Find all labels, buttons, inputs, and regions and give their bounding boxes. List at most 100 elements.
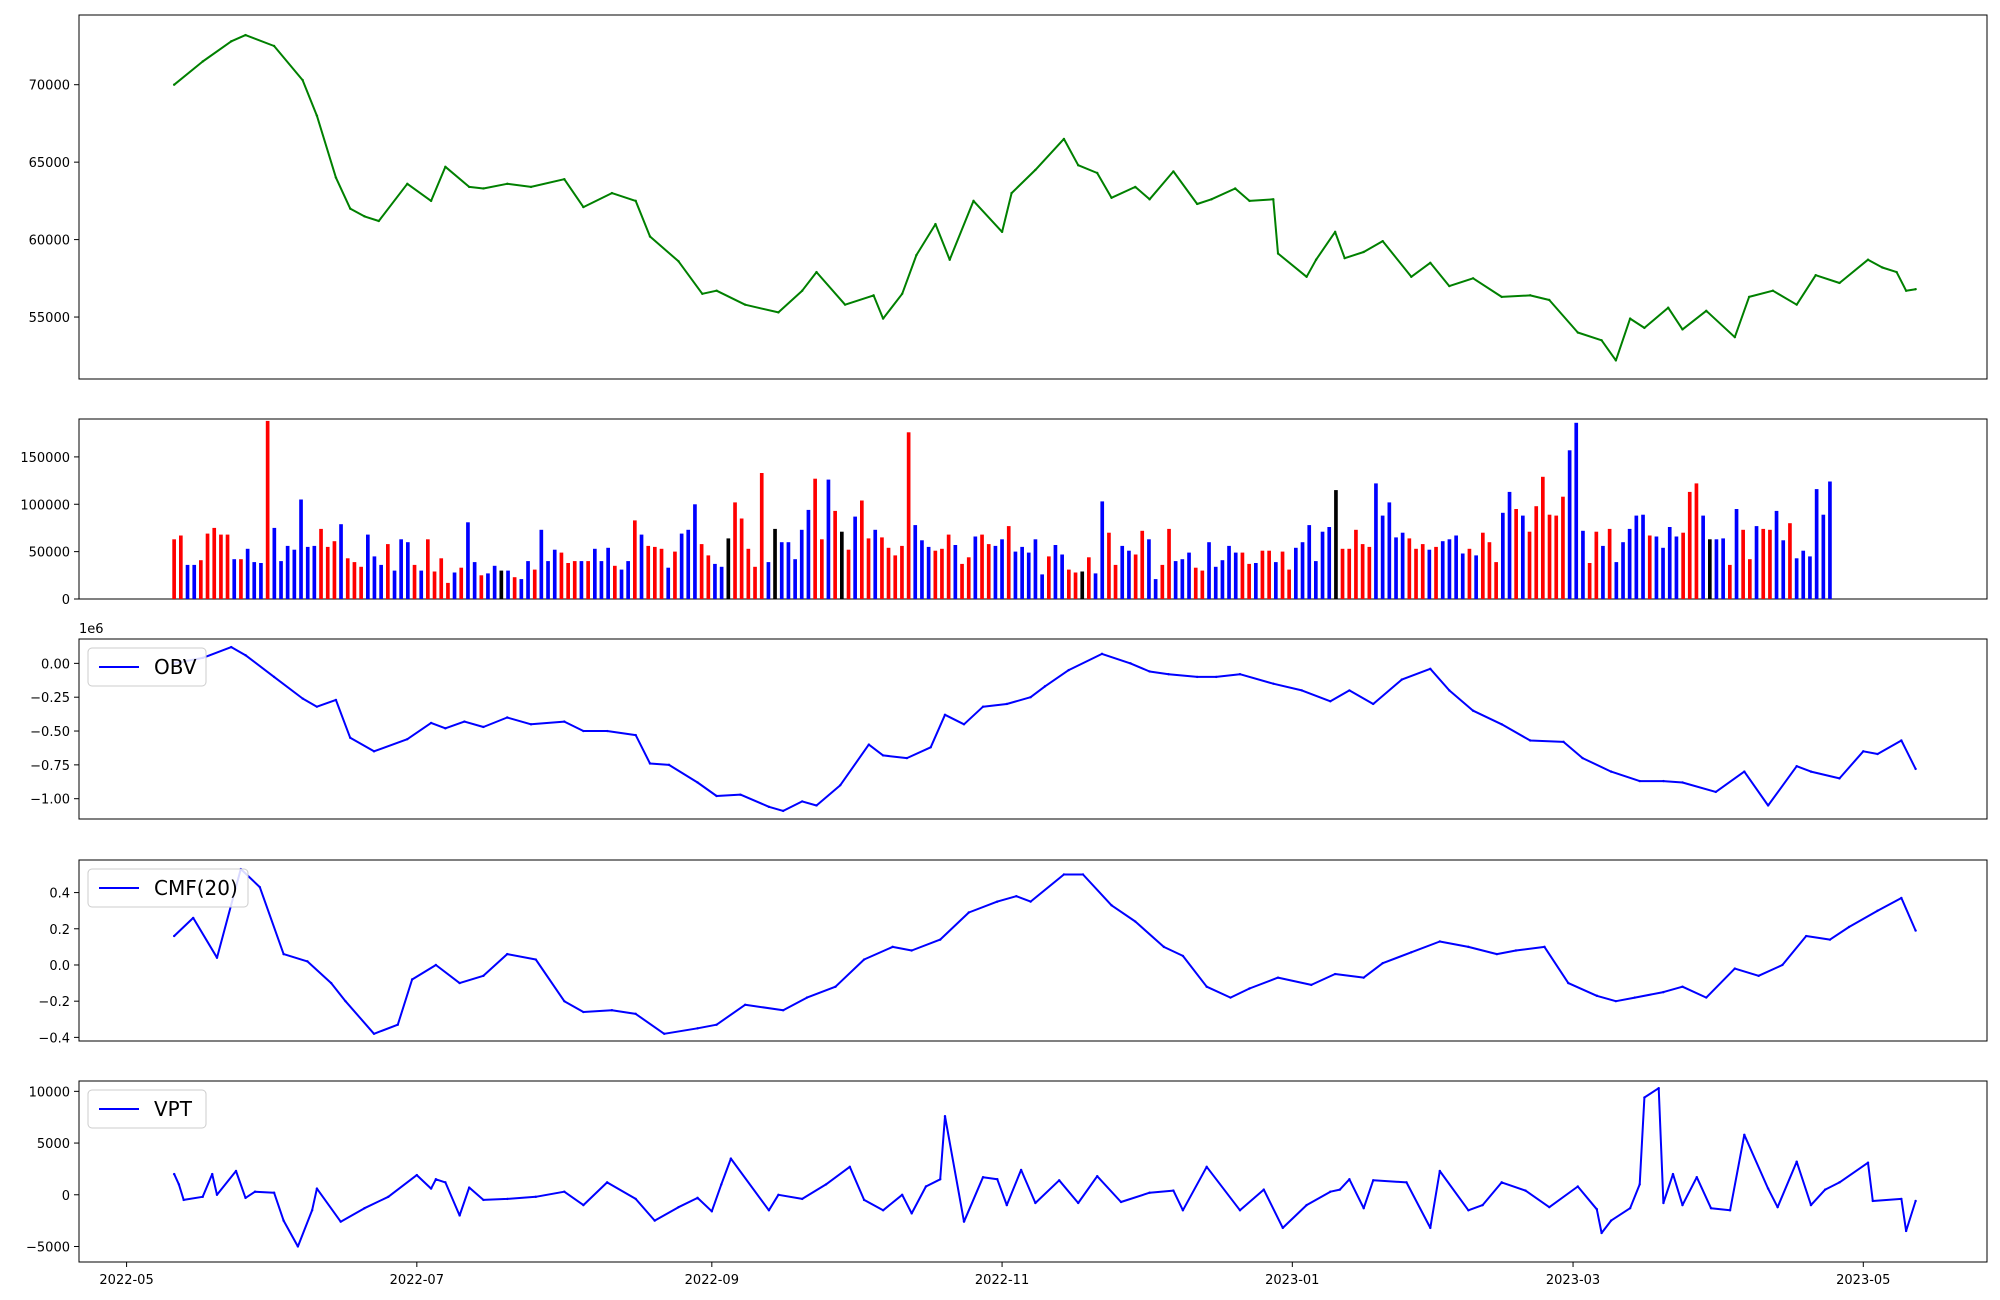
- volume-bar: [1781, 540, 1786, 599]
- data-point-obv: [1681, 781, 1684, 784]
- volume-bar: [1274, 562, 1278, 599]
- volume-bar: [1160, 564, 1165, 599]
- data-point-price: [1628, 317, 1632, 320]
- volume-bar: [1687, 491, 1692, 599]
- data-point-cmf: [1804, 934, 1808, 938]
- y-tick-label-vpt: −5000: [26, 1240, 70, 1255]
- data-point-vpt: [458, 1214, 461, 1217]
- volume-bar: [1721, 538, 1725, 599]
- panel-obv: −1.00 −0.75 −0.50 −0.25 0.00 1e6 OBV: [30, 622, 1988, 820]
- volume-bar: [452, 572, 457, 599]
- data-point-vpt: [720, 1183, 723, 1186]
- data-point-vpt: [696, 1196, 699, 1200]
- data-point-vpt: [900, 1193, 904, 1196]
- volume-bar: [1314, 561, 1318, 599]
- data-point-price: [1110, 196, 1113, 199]
- data-point-vpt: [1548, 1205, 1551, 1209]
- data-point-price: [1362, 250, 1365, 254]
- volume-bar: [813, 478, 817, 599]
- volume-bar: [292, 549, 297, 599]
- volume-bar: [1814, 489, 1819, 599]
- data-point-price: [1600, 339, 1603, 342]
- data-point-price: [315, 114, 319, 117]
- volume-bar: [1200, 570, 1205, 599]
- data-point-price: [1747, 295, 1751, 299]
- data-point-cmf: [1248, 987, 1251, 990]
- volume-bar: [739, 518, 744, 599]
- data-point-obv: [1100, 652, 1104, 656]
- data-point-obv: [1766, 804, 1770, 807]
- volume-bar: [1641, 514, 1645, 599]
- data-point-cmf: [781, 1009, 785, 1012]
- data-point-obv: [648, 762, 652, 765]
- data-point-price: [482, 187, 485, 190]
- data-point-vpt: [1119, 1200, 1123, 1204]
- volume-bar: [1768, 529, 1772, 599]
- data-point-price: [872, 294, 875, 297]
- data-point-obv: [981, 705, 985, 708]
- data-point-obv: [1562, 740, 1565, 744]
- data-point-cmf: [1205, 985, 1208, 988]
- data-point-cmf: [1333, 972, 1337, 976]
- data-point-vpt: [1662, 1201, 1665, 1205]
- data-point-obv: [1238, 672, 1242, 676]
- y-tick-label-cmf: 0.0: [49, 959, 70, 974]
- volume-bar: [679, 533, 684, 599]
- data-point-price: [1429, 261, 1432, 265]
- volume-bar: [1481, 532, 1485, 599]
- data-point-cmf: [1081, 873, 1085, 876]
- data-point-vpt: [1348, 1178, 1351, 1181]
- volume-bar: [1741, 529, 1745, 599]
- volume-bar: [1320, 531, 1325, 599]
- volume-bar: [1607, 528, 1612, 599]
- data-point-vpt: [1576, 1185, 1580, 1188]
- volume-bar: [1193, 567, 1198, 599]
- data-point-cmf: [396, 1023, 399, 1026]
- data-point-cmf: [1467, 945, 1470, 949]
- data-point-obv: [781, 809, 785, 813]
- data-point-vpt: [244, 1196, 247, 1200]
- data-point-cmf: [1110, 904, 1113, 907]
- data-point-cmf: [1543, 945, 1546, 949]
- volume-bar: [779, 542, 784, 599]
- data-point-obv: [1471, 709, 1475, 712]
- volume-bar: [886, 547, 891, 599]
- data-point-obv: [1400, 678, 1403, 681]
- data-point-obv: [334, 698, 338, 702]
- volume-bar: [1227, 545, 1231, 599]
- volume-bar: [1300, 542, 1305, 599]
- legend-obv: OBV: [87, 647, 207, 687]
- data-point-vpt: [444, 1181, 447, 1184]
- volume-bar: [1647, 535, 1652, 599]
- volume-bar: [1447, 539, 1452, 599]
- data-point-vpt: [339, 1220, 342, 1223]
- data-point-price: [1314, 258, 1318, 261]
- volume-bar: [1173, 561, 1178, 599]
- volume-bar: [1621, 542, 1625, 599]
- volume-bar: [572, 561, 577, 599]
- x-tick-label: 2023-03: [1546, 1273, 1600, 1288]
- data-point-obv: [1448, 689, 1451, 692]
- data-point-vpt: [1305, 1203, 1308, 1207]
- data-point-obv: [1005, 702, 1009, 706]
- volume-bar: [1774, 510, 1779, 599]
- volume-bar: [1828, 481, 1832, 599]
- y-tick-label-price: 70000: [29, 79, 70, 94]
- volume-bar: [472, 562, 477, 599]
- y-tick-label-cmf: −0.4: [38, 1031, 70, 1046]
- data-point-price: [1904, 289, 1908, 292]
- volume-bar: [1294, 547, 1298, 599]
- data-point-obv: [1300, 689, 1304, 692]
- volume-bar: [1788, 523, 1792, 599]
- data-point-vpt: [881, 1209, 885, 1212]
- volume-bar: [860, 500, 864, 599]
- data-point-cmf: [372, 1032, 376, 1035]
- y-tick-label-price: 55000: [29, 311, 70, 326]
- volume-bar: [492, 565, 497, 599]
- data-point-obv: [1876, 752, 1879, 756]
- volume-bar: [1100, 501, 1105, 599]
- y-tick-label-obv: −0.50: [30, 725, 70, 740]
- data-point-vpt: [1481, 1203, 1484, 1207]
- data-point-cmf: [534, 958, 537, 961]
